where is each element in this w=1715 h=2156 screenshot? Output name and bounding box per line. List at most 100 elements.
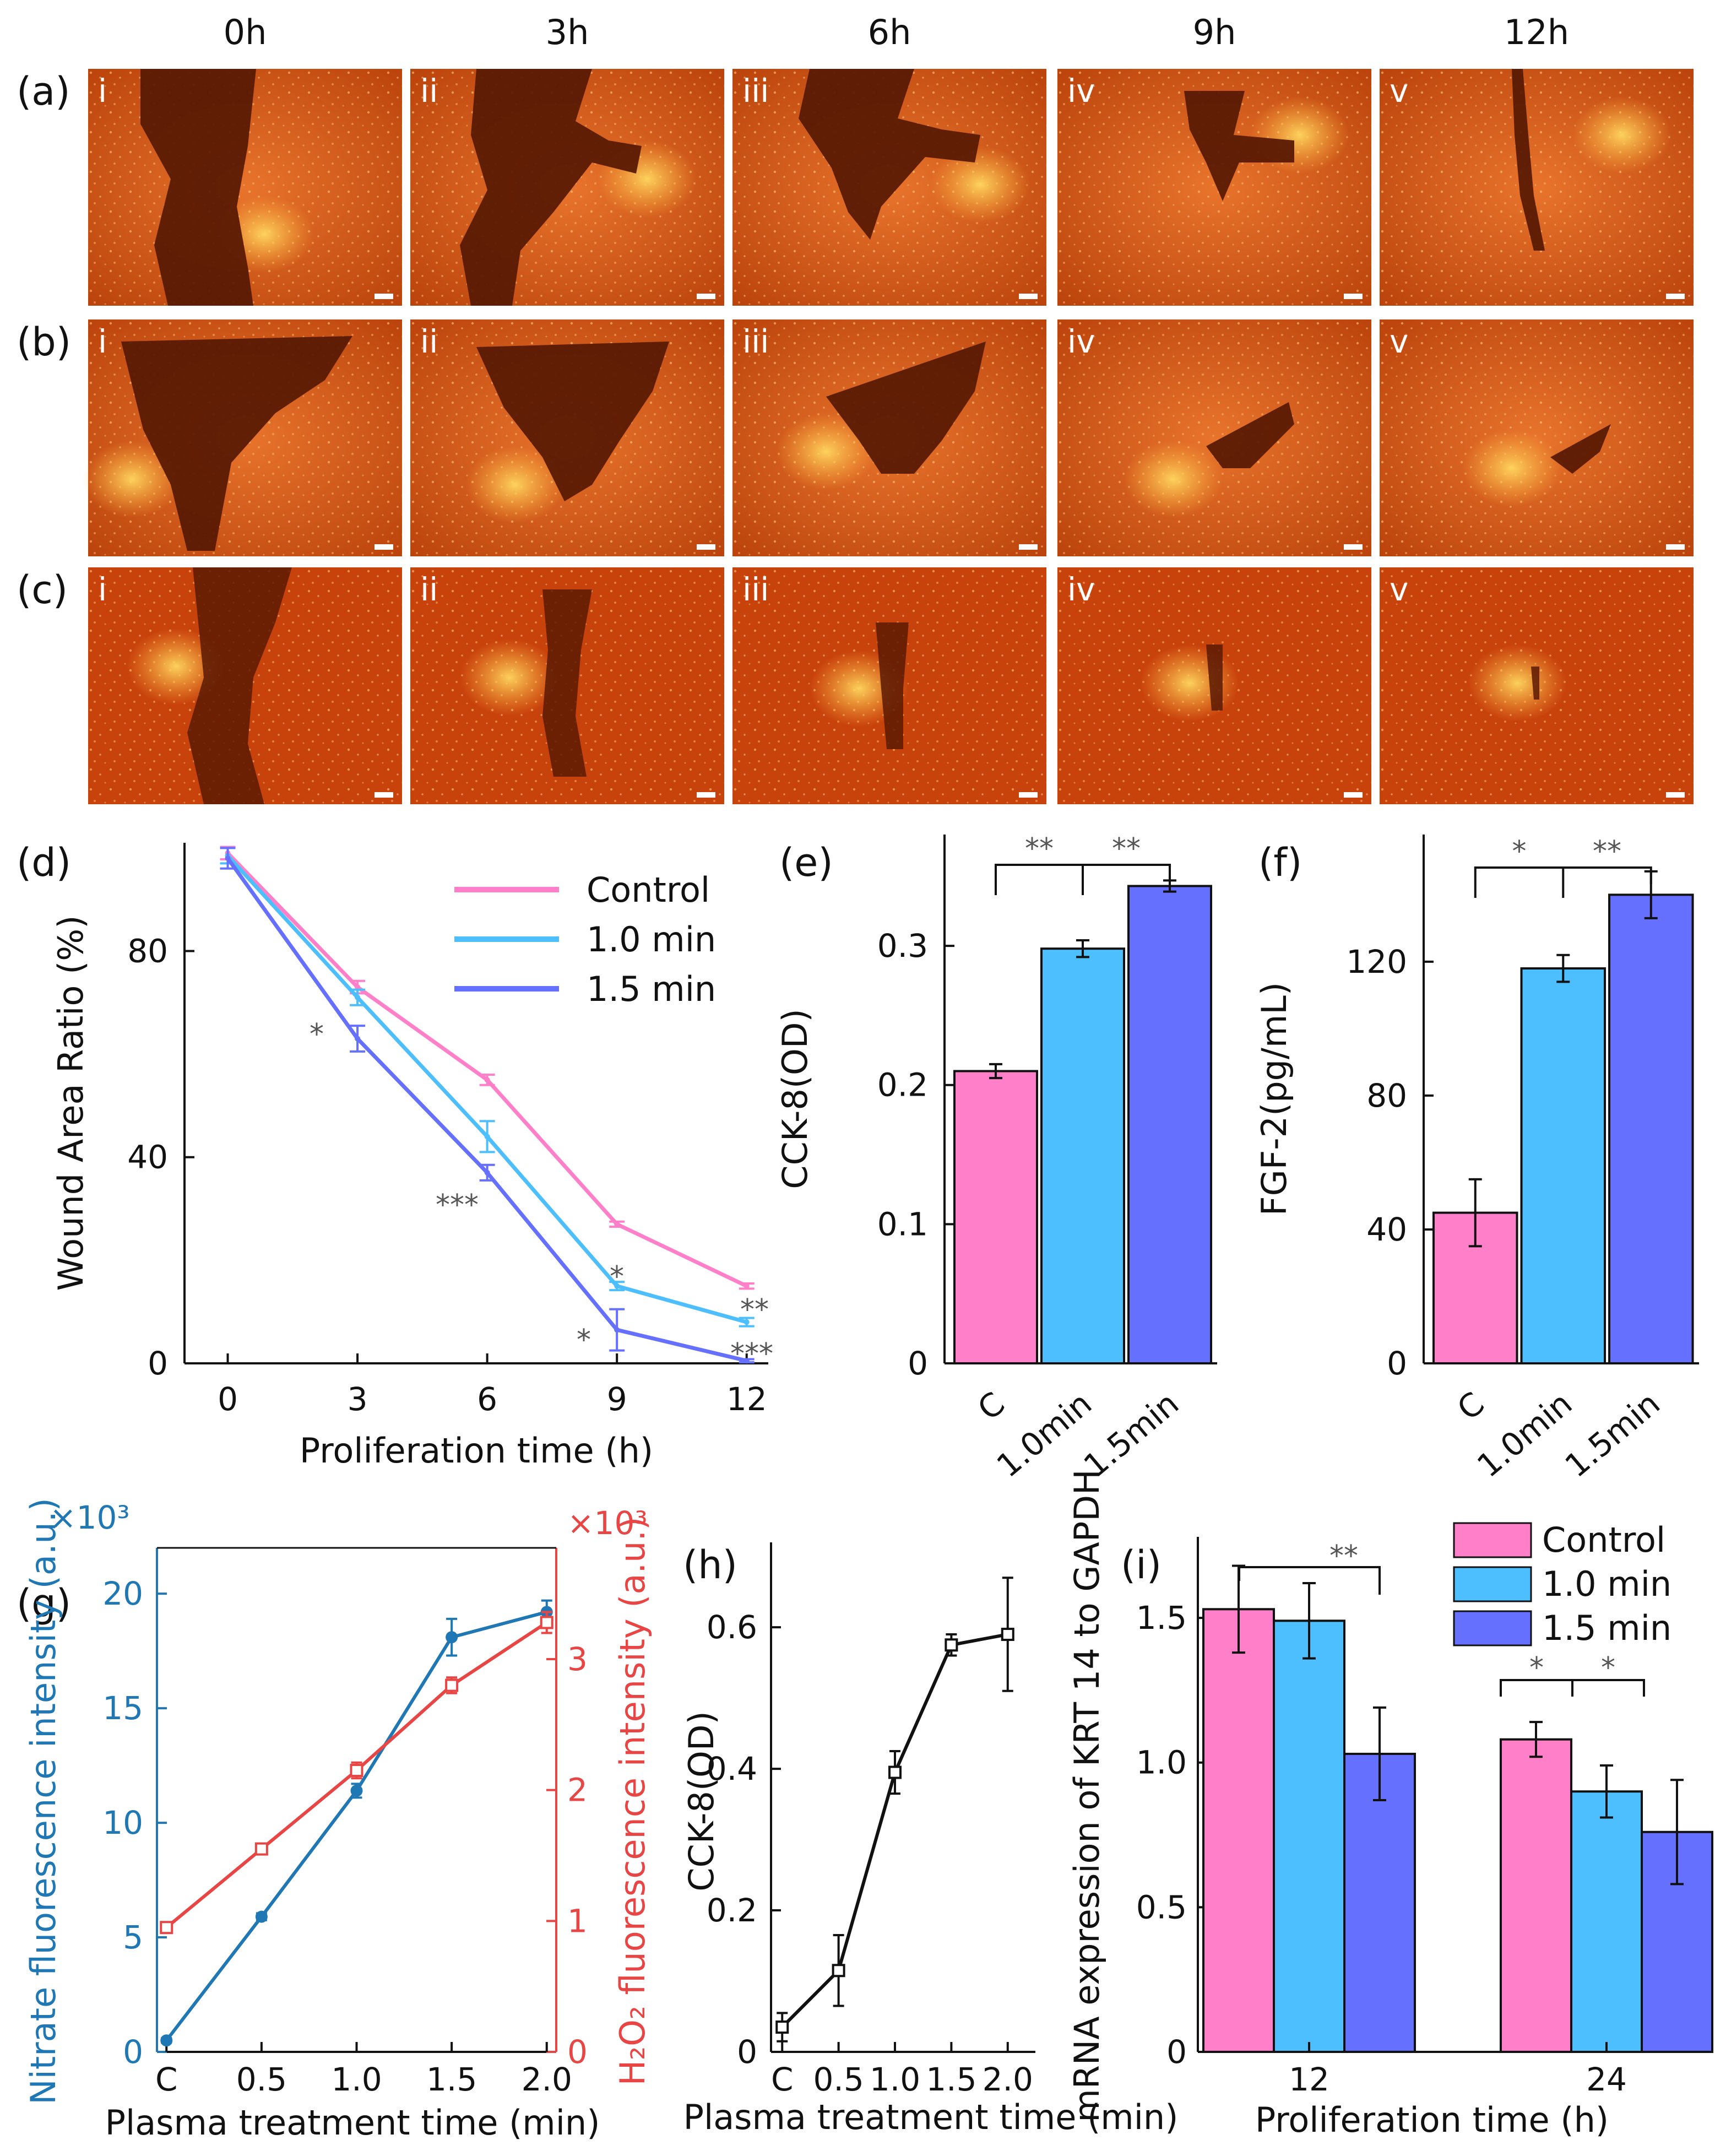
x-axis-title: Proliferation time (h) bbox=[1255, 2100, 1609, 2140]
bright-cell-cluster bbox=[1124, 441, 1223, 518]
legend-swatch bbox=[1453, 1566, 1532, 1602]
wound-gap bbox=[799, 69, 980, 240]
significance-bracket bbox=[995, 864, 1171, 895]
significance-marker: * bbox=[577, 1324, 591, 1357]
right-axis-scale: ×10³ bbox=[567, 1504, 648, 1542]
data-point bbox=[355, 994, 361, 1000]
x-tick-label: C bbox=[1450, 1385, 1491, 1428]
data-point bbox=[614, 1327, 620, 1333]
series-h2o2 bbox=[160, 1611, 553, 1935]
wound-gap bbox=[1206, 402, 1294, 468]
panel-numeral: ii bbox=[420, 72, 438, 110]
wound-gap bbox=[826, 342, 986, 474]
data-point bbox=[775, 2020, 789, 2034]
bright-cell-cluster bbox=[1140, 644, 1239, 722]
right-tick-label: 1 bbox=[567, 1902, 588, 1940]
bar-24h-1-0-min bbox=[1570, 1790, 1643, 2053]
y-tick-label: 0.4 bbox=[707, 1750, 757, 1787]
wound-gap bbox=[140, 69, 256, 306]
wound-gap bbox=[1531, 667, 1539, 700]
data-point bbox=[484, 1134, 490, 1140]
y-tick-label: 0.2 bbox=[707, 1892, 757, 1929]
data-point bbox=[484, 1077, 490, 1083]
series-1-5-min bbox=[220, 847, 755, 1364]
significance-marker: ** bbox=[740, 1293, 769, 1326]
x-tick-label: 2.0 bbox=[983, 2061, 1033, 2098]
column-header-12h: 12h bbox=[1504, 12, 1569, 52]
y-tick-label: 120 bbox=[1346, 943, 1407, 981]
panel-numeral: iii bbox=[742, 72, 769, 110]
wound-gap bbox=[476, 342, 669, 501]
x-tick-label: 2.0 bbox=[522, 2061, 572, 2098]
scale-bar bbox=[1666, 294, 1685, 299]
bright-cell-cluster bbox=[1468, 644, 1567, 722]
scale-bar bbox=[375, 294, 393, 299]
panel-numeral: ii bbox=[420, 571, 438, 608]
scale-bar bbox=[697, 792, 715, 798]
bar-1.5min bbox=[1127, 885, 1212, 1364]
left-axis-scale: ×10³ bbox=[50, 1499, 130, 1536]
scale-bar bbox=[1019, 792, 1038, 798]
x-tick-label: 1.5min bbox=[1558, 1385, 1667, 1485]
bright-cell-cluster bbox=[1572, 96, 1671, 174]
panel-numeral: i bbox=[98, 571, 107, 608]
bar-12h-1-5-min bbox=[1343, 1752, 1416, 2053]
data-point bbox=[160, 1921, 173, 1935]
panel-label-f: (f) bbox=[1258, 840, 1302, 885]
column-header-3h: 3h bbox=[546, 12, 589, 52]
x-tick-label: 12 bbox=[1289, 2061, 1329, 2098]
panel-label-e: (e) bbox=[779, 840, 833, 885]
micrograph-b-i: i bbox=[83, 319, 402, 556]
chart-d: (d) 0 40 80 0 3 6 9 12 Proliferation time (h) Woun… bbox=[17, 840, 773, 1471]
bright-cell-cluster bbox=[931, 146, 1030, 223]
significance-marker: ** bbox=[1329, 1540, 1358, 1573]
y-axis-title: mRNA expression of KRT 14 to GAPDH bbox=[1067, 1469, 1107, 2122]
y-tick-label: 0 bbox=[1166, 2033, 1187, 2071]
left-tick-label: 20 bbox=[102, 1575, 143, 1612]
panel-numeral: i bbox=[98, 72, 107, 110]
series-control bbox=[220, 846, 755, 1290]
y-tick-label: 40 bbox=[127, 1139, 168, 1176]
bright-cell-cluster bbox=[777, 413, 876, 490]
y-tick-label: 0.2 bbox=[877, 1066, 928, 1104]
data-point bbox=[355, 984, 361, 990]
bright-cell-cluster bbox=[460, 639, 559, 716]
micrograph-b-v: v bbox=[1380, 319, 1694, 556]
scale-bar bbox=[1344, 544, 1363, 550]
significance-marker: * bbox=[1512, 835, 1527, 868]
micrograph-c-i: i bbox=[88, 567, 402, 804]
micrograph-a-iv: iv bbox=[1057, 69, 1371, 306]
panel-label-g: (g) bbox=[17, 1581, 71, 1626]
micrograph-a-iii: iii bbox=[732, 69, 1046, 306]
legend-swatch bbox=[1453, 1522, 1532, 1558]
y-tick-label: 1.5 bbox=[1136, 1599, 1187, 1637]
y-tick-label: 0 bbox=[908, 1345, 928, 1382]
x-tick-label: 0.5 bbox=[813, 2061, 864, 2098]
panel-label-c: (c) bbox=[17, 567, 68, 613]
series-nitrate bbox=[160, 1599, 553, 2047]
wound-gap bbox=[542, 589, 592, 777]
data-point bbox=[1001, 1628, 1014, 1642]
bright-cell-cluster bbox=[1462, 430, 1561, 507]
data-point bbox=[743, 1283, 750, 1289]
panel-numeral: i bbox=[98, 323, 107, 360]
significance-marker: ** bbox=[1112, 832, 1141, 865]
data-point bbox=[540, 1616, 553, 1629]
micrograph-a-i: i bbox=[88, 69, 402, 306]
data-point bbox=[743, 1319, 750, 1325]
data-point bbox=[255, 1910, 268, 1923]
right-tick-label: 3 bbox=[567, 1640, 588, 1678]
micrograph-a-ii: ii bbox=[410, 69, 724, 306]
data-point bbox=[225, 855, 231, 862]
y-tick-label: 0 bbox=[148, 1345, 168, 1382]
x-tick-label: 0 bbox=[218, 1380, 238, 1418]
wound-gap bbox=[121, 336, 352, 551]
x-tick-label: 1.0 bbox=[870, 2061, 920, 2098]
column-header-6h: 6h bbox=[868, 12, 911, 52]
y-tick-label: 0 bbox=[737, 2033, 757, 2071]
significance-marker: * bbox=[1601, 1651, 1615, 1684]
data-point bbox=[355, 1036, 361, 1042]
